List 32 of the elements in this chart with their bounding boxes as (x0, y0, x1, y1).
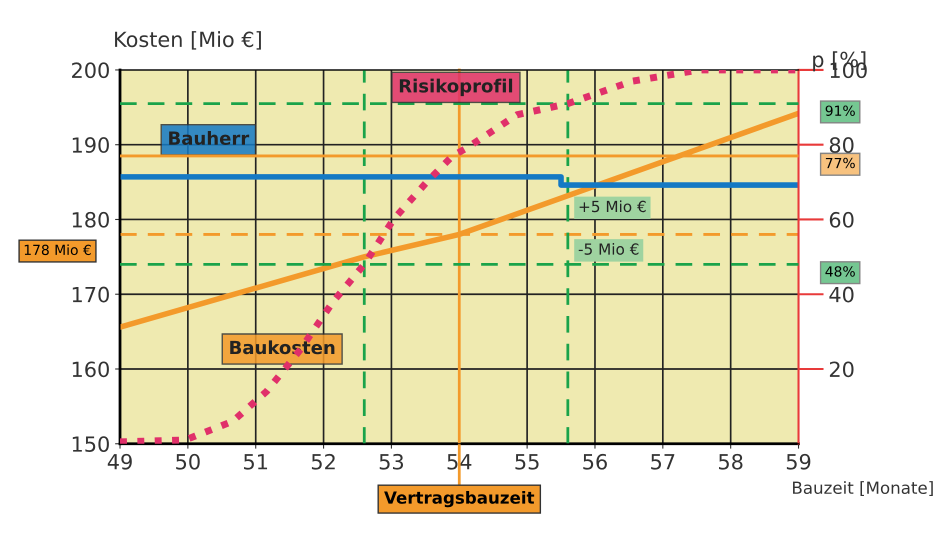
x-tick-label: 50 (176, 454, 200, 470)
ref-line-label: 178 Mio € (24, 244, 91, 256)
ref-line-label: 48% (825, 266, 855, 277)
y-tick-label: 150 (72, 436, 109, 452)
x-tick-label: 51 (244, 454, 268, 470)
x-tick-label: 52 (312, 454, 335, 470)
x-tick-label: 55 (515, 454, 539, 470)
y-tick-label: 200 (72, 62, 109, 78)
annotation: -5 Mio € (578, 243, 638, 255)
ref-line-label: 77% (826, 158, 855, 168)
x-tick-label: 53 (380, 454, 404, 470)
annotation: +5 Mio € (580, 200, 646, 212)
text: Baukosten (230, 340, 334, 354)
y-axis-title: Kosten [Mio €] (115, 31, 261, 50)
y2-tick-label: 20 (830, 361, 854, 378)
ref-line-label: Vertragsbauzeit (384, 490, 534, 508)
y2-tick-label: 80 (830, 137, 854, 153)
y-tick-label: 160 (72, 361, 109, 378)
x-tick-label: 49 (108, 454, 132, 470)
y2-tick-label: 40 (829, 286, 854, 302)
ref-line-label: 91% (826, 105, 855, 116)
series-label: Bauherr (169, 130, 250, 145)
y-tick-label: 190 (72, 137, 109, 153)
x-tick-label: 59 (786, 454, 810, 470)
x-axis-title: Bauzeit [Monate] (793, 481, 933, 496)
x-tick-label: 57 (651, 454, 674, 470)
x-tick-label: 56 (583, 454, 607, 470)
y-tick-label: 180 (72, 212, 109, 228)
y2-tick-label: 60 (830, 212, 854, 228)
y-tick-label: 170 (72, 286, 109, 302)
x-tick-label: 58 (719, 454, 743, 470)
series-label: Risikoprofil (400, 78, 512, 96)
